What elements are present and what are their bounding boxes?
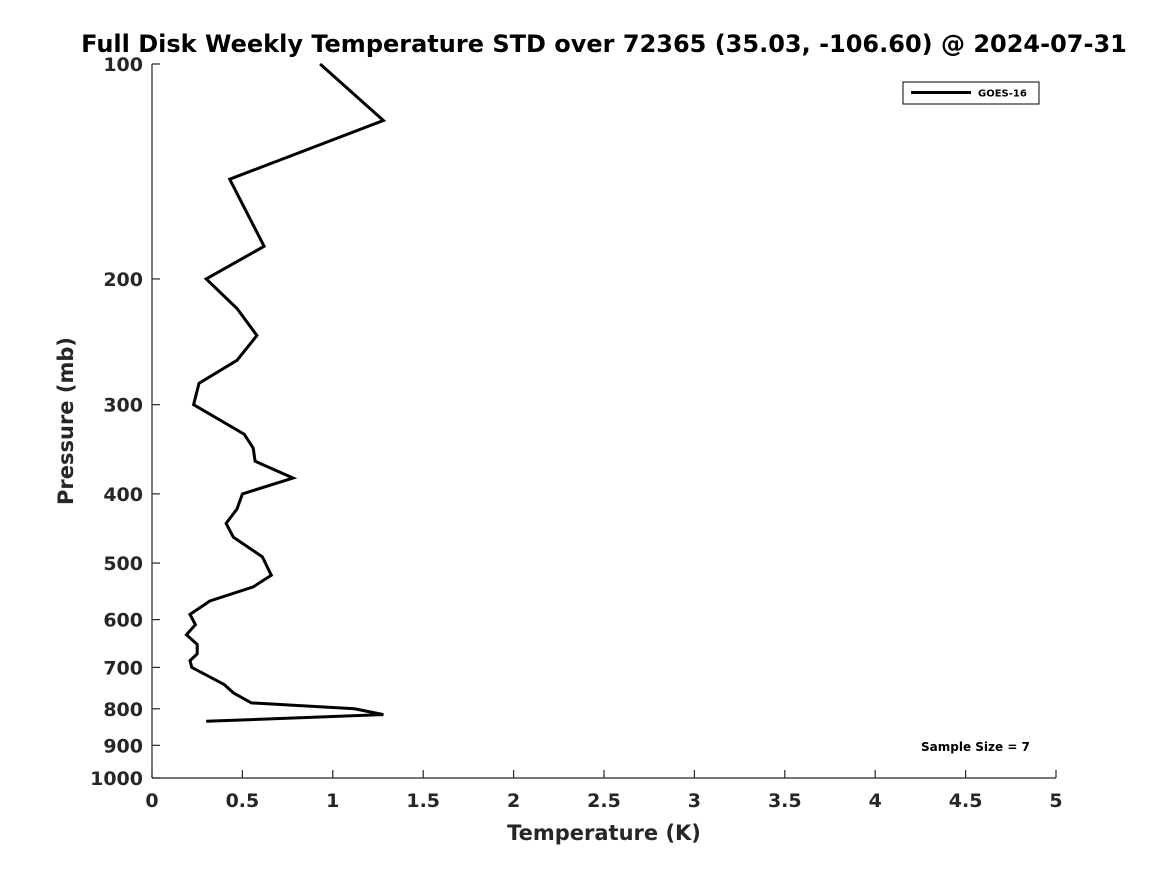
x-tick-label: 2.5	[587, 790, 621, 812]
x-tick-label: 1	[326, 790, 339, 812]
y-tick-label: 100	[103, 54, 143, 76]
y-axis-ticks: 100 200 300 400 500 600 700 800 900 1000	[90, 54, 160, 790]
plot-area	[152, 64, 1056, 778]
x-tick-label: 3	[688, 790, 701, 812]
x-tick-label: 1.5	[406, 790, 440, 812]
legend: GOES-16	[902, 81, 1040, 105]
y-tick-label: 300	[103, 395, 143, 417]
y-tick-label: 700	[103, 657, 143, 679]
x-axis-label: Temperature (K)	[507, 821, 701, 845]
y-tick-label: 900	[103, 735, 143, 757]
x-tick-label: 5	[1049, 790, 1062, 812]
chart-title: Full Disk Weekly Temperature STD over 72…	[81, 30, 1127, 58]
series-layer	[184, 62, 387, 723]
x-tick-label: 4	[869, 790, 882, 812]
y-tick-label: 1000	[90, 768, 143, 790]
x-tick-label: 0	[145, 790, 158, 812]
y-tick-label: 200	[103, 269, 143, 291]
x-tick-label: 3.5	[768, 790, 802, 812]
y-tick-label: 800	[103, 699, 143, 721]
series-line-goes-16	[184, 62, 387, 723]
legend-label: GOES-16	[978, 89, 1027, 100]
y-tick-label: 400	[103, 484, 143, 506]
x-tick-label: 2	[507, 790, 520, 812]
y-tick-label: 600	[103, 610, 143, 632]
x-axis-ticks: 0 0.5 1 1.5 2 2.5 3 3.5 4 4.5 5	[145, 770, 1063, 812]
y-axis-label: Pressure (mb)	[54, 337, 78, 505]
sample-size-annotation: Sample Size = 7	[921, 740, 1030, 754]
y-tick-label: 500	[103, 553, 143, 575]
x-tick-label: 4.5	[949, 790, 983, 812]
x-tick-label: 0.5	[226, 790, 260, 812]
